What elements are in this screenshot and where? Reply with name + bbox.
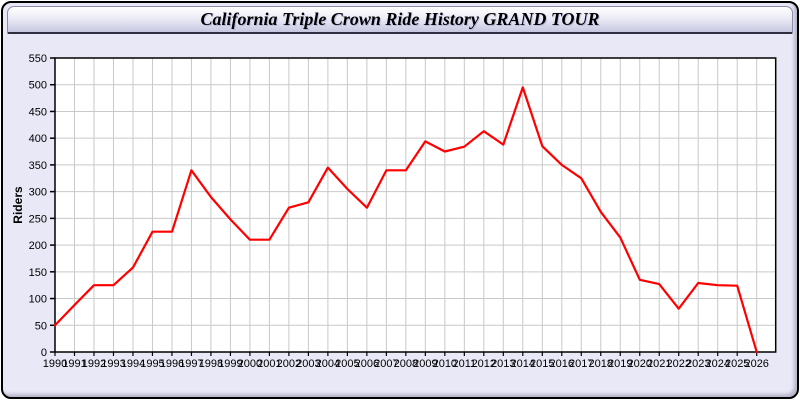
x-tick-label: 1999 (218, 358, 242, 370)
x-tick-label: 1990 (43, 358, 67, 370)
x-tick-label: 2018 (589, 358, 613, 370)
y-tick-label: 550 (29, 53, 47, 65)
x-tick-label: 2005 (335, 358, 359, 370)
x-tick-label: 1997 (179, 358, 203, 370)
x-tick-label: 2023 (686, 358, 710, 370)
x-tick-label: 2014 (511, 358, 535, 370)
plot-area (55, 58, 776, 352)
x-tick-label: 2025 (725, 358, 749, 370)
chart-title: California Triple Crown Ride History GRA… (200, 9, 600, 29)
x-tick-label: 2021 (647, 358, 671, 370)
y-axis-label: Riders (11, 186, 25, 224)
x-tick-label: 2009 (413, 358, 437, 370)
x-tick-label: 2000 (238, 358, 262, 370)
x-tick-label: 2006 (355, 358, 379, 370)
plot-frame (54, 57, 777, 353)
x-tick-label: 2003 (296, 358, 320, 370)
y-tick-label: 50 (35, 320, 47, 332)
x-tick-label: 1991 (62, 358, 86, 370)
x-tick-label: 2007 (374, 358, 398, 370)
x-tick-label: 2026 (744, 358, 768, 370)
y-tick-label: 500 (29, 80, 47, 92)
y-tick-label: 100 (29, 294, 47, 306)
riders-series-line (53, 86, 758, 354)
x-tick-label: 2008 (394, 358, 418, 370)
x-tick-label: 2010 (433, 358, 457, 370)
x-tick-label: 2001 (257, 358, 281, 370)
x-tick-label: 2019 (608, 358, 632, 370)
x-tick-label: 1996 (160, 358, 184, 370)
x-tick-label: 2012 (472, 358, 496, 370)
title-bar: California Triple Crown Ride History GRA… (7, 6, 793, 34)
x-tick-label: 2016 (550, 358, 574, 370)
x-tick-label: 1998 (199, 358, 223, 370)
y-tick-label: 400 (29, 133, 47, 145)
y-tick-label: 450 (29, 106, 47, 118)
x-tick-label: 1994 (121, 358, 145, 370)
x-tick-label: 2020 (628, 358, 652, 370)
x-tick-label: 2017 (569, 358, 593, 370)
x-tick-label: 1995 (140, 358, 164, 370)
y-axis: 0 50 100 150 200 250 300 350 400 450 500 550 (29, 53, 55, 359)
x-tick-label: 2022 (666, 358, 690, 370)
x-tick-label: 2002 (277, 358, 301, 370)
y-tick-label: 200 (29, 240, 47, 252)
x-tick-label: 2004 (316, 358, 340, 370)
x-tick-label: 2024 (705, 358, 729, 370)
x-axis: 1990199119921993199419951996199719981999… (43, 352, 769, 370)
y-tick-label: 150 (29, 267, 47, 279)
x-tick-label: 2013 (491, 358, 515, 370)
x-tick-label: 1993 (101, 358, 125, 370)
y-tick-label: 300 (29, 187, 47, 199)
x-tick-label: 2015 (530, 358, 554, 370)
x-tick-label: 2011 (452, 358, 476, 370)
y-tick-label: 250 (29, 213, 47, 225)
y-tick-label: 0 (41, 347, 47, 359)
y-tick-label: 350 (29, 160, 47, 172)
x-tick-label: 1992 (82, 358, 106, 370)
